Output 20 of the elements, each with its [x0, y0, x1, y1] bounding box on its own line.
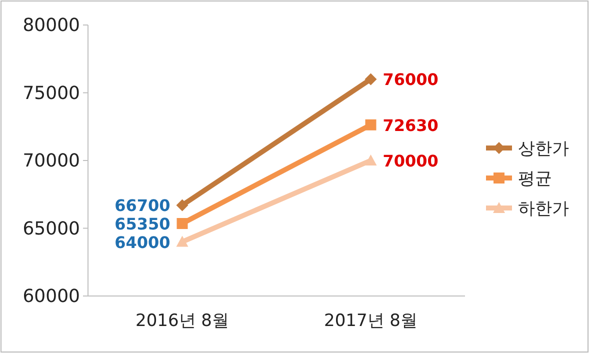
- data-label: 70000: [382, 152, 438, 170]
- data-label: 76000: [382, 70, 438, 90]
- data-label: 66700: [114, 196, 170, 216]
- y-tick-label: 70000: [22, 150, 80, 172]
- data-label: 72630: [382, 116, 438, 135]
- point: [176, 218, 188, 230]
- data-label: 65350: [114, 214, 170, 234]
- point: [365, 119, 376, 130]
- legend-label: 상한가: [518, 139, 569, 159]
- y-tick-label: 80000: [22, 15, 80, 36]
- x-tick-label: 2017년 8월: [324, 311, 418, 331]
- y-tick-label: 60000: [22, 286, 80, 307]
- x-tick-label: 2016년 8월: [136, 311, 229, 331]
- legend-label: 하한가: [518, 199, 569, 219]
- point: [176, 199, 188, 212]
- point: [364, 73, 377, 86]
- y-tick-label: 65000: [22, 218, 80, 240]
- legend-label: 평균: [518, 169, 552, 189]
- data-label: 64000: [114, 232, 170, 252]
- y-tick-label: 75000: [22, 82, 80, 104]
